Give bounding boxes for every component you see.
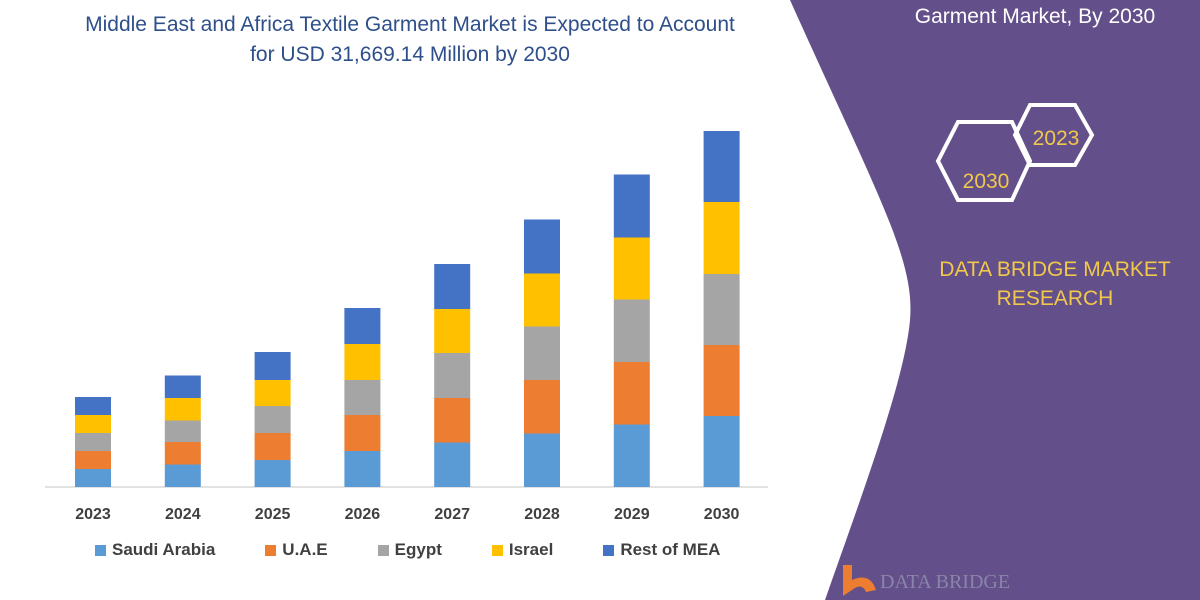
bar-segment-2028-egypt: [524, 326, 560, 380]
stacked-bar-chart: 2023 2024 2025 2026 2027 2028 2029 2030: [45, 131, 768, 523]
bar-segment-2026-u-a-e: [344, 415, 381, 451]
x-tick-label: 2024: [165, 506, 201, 523]
bar-segment-2029-egypt: [613, 299, 650, 362]
bar-segment-2027-israel: [434, 309, 471, 353]
logo-text: DATA BRIDGE: [880, 571, 1010, 593]
bar-segment-2023-rest-of-mea: [75, 397, 111, 415]
bar-segment-2024-u-a-e: [164, 442, 201, 465]
bar-segment-2024-rest-of-mea: [164, 375, 201, 398]
bar-segment-2030-israel: [703, 202, 740, 274]
bar-segment-2029-rest-of-mea: [613, 174, 650, 238]
x-tick-label: 2026: [345, 506, 381, 523]
title-line-1: Middle East and Africa Textile Garment M…: [85, 13, 735, 36]
side-panel-title: Garment Market, By 2030: [914, 5, 1156, 28]
bar-segment-2024-egypt: [164, 420, 201, 442]
bar-segment-2025-israel: [254, 380, 291, 406]
legend-item: Israel: [491, 540, 554, 560]
x-tick-label: 2023: [75, 506, 111, 523]
bar-segment-2027-egypt: [434, 353, 471, 398]
hexagon-2023: [1012, 103, 1095, 167]
brand-name: DATA BRIDGE MARKET RESEARCH: [939, 258, 1171, 310]
bar-segment-2023-u-a-e: [75, 451, 111, 469]
legend-swatch: [95, 544, 106, 556]
legend-item: Rest of MEA: [603, 540, 720, 560]
bar-segment-2026-saudi-arabia: [344, 451, 381, 487]
bar-segment-2030-saudi-arabia: [703, 416, 740, 487]
bar-segment-2025-u-a-e: [254, 433, 291, 460]
bar-segment-2030-rest-of-mea: [703, 131, 740, 202]
bar-segment-2028-israel: [524, 273, 560, 327]
bar-segment-2028-saudi-arabia: [524, 433, 560, 487]
bar-segment-2027-rest-of-mea: [434, 264, 471, 309]
bar-segment-2029-u-a-e: [613, 362, 650, 425]
legend-label: U.A.E: [282, 540, 328, 559]
logo: DATA BRIDGE: [843, 565, 1010, 596]
bar-segment-2024-israel: [164, 398, 201, 421]
side-panel: [790, 0, 1200, 600]
hex-year-2023: 2023: [1033, 127, 1080, 150]
bar-segment-2023-egypt: [75, 433, 111, 451]
bar-segment-2026-israel: [344, 344, 381, 380]
bar-segment-2030-egypt: [703, 274, 740, 345]
legend-swatch: [603, 544, 615, 556]
bar-segment-2024-saudi-arabia: [164, 464, 201, 487]
bar-segment-2030-u-a-e: [703, 345, 740, 416]
legend-label: Israel: [508, 540, 554, 559]
legend-swatch: [265, 544, 277, 556]
title-line-2: for USD 31,669.14 Million by 2030: [250, 43, 570, 66]
bar-segment-2023-israel: [75, 415, 111, 433]
x-tick-label: 2025: [255, 506, 291, 523]
chart-title: Middle East and Africa Textile Garment M…: [40, 10, 780, 70]
bar-segment-2028-rest-of-mea: [524, 219, 560, 274]
bar-segment-2025-egypt: [254, 406, 291, 433]
legend-label: Saudi Arabia: [112, 540, 216, 559]
x-tick-label: 2027: [434, 506, 470, 523]
bar-segment-2026-egypt: [344, 380, 381, 415]
legend-item: Saudi Arabia: [95, 540, 215, 560]
x-tick-label: 2028: [524, 506, 560, 523]
x-tick-label: 2030: [704, 506, 740, 523]
hex-year-2030: 2030: [963, 170, 1010, 193]
legend-label: Egypt: [394, 540, 442, 559]
legend-label: Rest of MEA: [620, 540, 721, 559]
legend: Saudi Arabia U.A.E Egypt Israel Rest of MEA: [95, 540, 770, 560]
bar-segment-2025-rest-of-mea: [254, 352, 291, 380]
bar-segment-2029-saudi-arabia: [613, 424, 650, 487]
legend-swatch: [377, 544, 389, 556]
x-tick-label: 2029: [614, 506, 650, 523]
legend-swatch: [491, 544, 503, 556]
hexagon-2030: [935, 120, 1033, 202]
bar-segment-2027-saudi-arabia: [434, 442, 471, 487]
bar-segment-2023-saudi-arabia: [75, 469, 111, 487]
bar-segment-2026-rest-of-mea: [344, 308, 381, 344]
bar-segment-2029-israel: [613, 237, 650, 300]
legend-item: Egypt: [377, 540, 442, 560]
bar-segment-2027-u-a-e: [434, 398, 471, 443]
legend-item: U.A.E: [265, 540, 328, 560]
bar-segment-2028-u-a-e: [524, 380, 560, 434]
bar-segment-2025-saudi-arabia: [254, 460, 291, 487]
